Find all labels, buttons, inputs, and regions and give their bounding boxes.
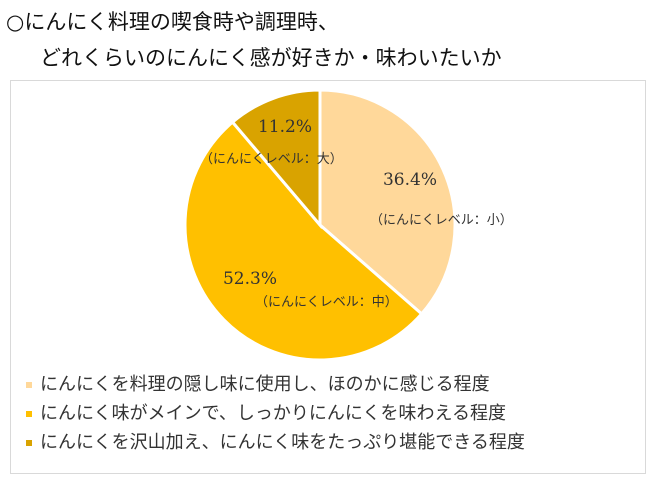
chart-frame <box>10 80 646 474</box>
pie-slice <box>318 88 457 316</box>
legend-item: にんにく味がメインで、しっかりにんにくを味わえる程度 <box>26 399 506 425</box>
pie-slice <box>230 88 322 230</box>
category-label: （にんにくレベル：中） <box>255 295 398 310</box>
chart-title-line2: どれくらいのにんにく感が好きか・味わいたいか <box>40 46 502 70</box>
legend-text: にんにくを料理の隠し味に使用し、ほのかに感じる程度 <box>40 374 490 395</box>
data-label: 36.4% <box>383 170 437 190</box>
legend-item: にんにくを沢山加え、にんにく味をたっぷり堪能できる程度 <box>26 428 525 454</box>
legend-swatch <box>26 382 32 388</box>
legend-text: にんにくを沢山加え、にんにく味をたっぷり堪能できる程度 <box>40 432 525 453</box>
data-label: 52.3% <box>223 269 277 289</box>
data-label: 11.2% <box>258 117 312 137</box>
category-label: （にんにくレベル：大） <box>200 152 343 167</box>
chart-title-line1: ○にんにく料理の喫食時や調理時、 <box>6 10 339 34</box>
legend-text: にんにく味がメインで、しっかりにんにくを味わえる程度 <box>40 403 507 424</box>
legend-swatch <box>26 411 32 417</box>
category-label: （にんにくレベル：小） <box>370 213 513 228</box>
legend-swatch <box>26 440 32 446</box>
legend-item: にんにくを料理の隠し味に使用し、ほのかに感じる程度 <box>26 370 490 396</box>
pie-slice <box>183 120 424 362</box>
